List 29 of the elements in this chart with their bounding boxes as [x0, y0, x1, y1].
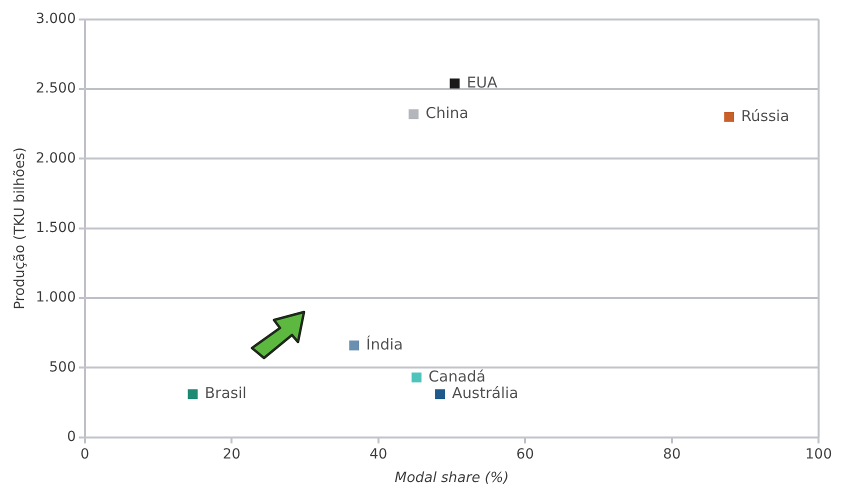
y-tick-label: 2.000 [36, 150, 76, 166]
point [412, 372, 422, 382]
y-tick-label: 1.000 [36, 290, 76, 306]
point [435, 389, 445, 400]
point [188, 389, 198, 400]
x-tick-label: 20 [222, 446, 241, 462]
y-axis-title: Produção (TKU bilhões) [12, 147, 28, 310]
x-tick-label: 80 [662, 446, 681, 462]
x-tick-label: 40 [369, 446, 388, 462]
y-tick-label: 500 [49, 359, 76, 376]
y-tick-label: 2.500 [36, 80, 76, 97]
point [450, 78, 460, 88]
x-tick-label: 0 [80, 446, 90, 462]
y-tick-label: 0 [66, 429, 76, 446]
series-label: Canadá [428, 367, 486, 386]
series-label: Brasil [204, 384, 247, 402]
y-tick-label: 1.500 [36, 220, 76, 236]
x-axis-title: Modal share (%) [394, 470, 509, 486]
point [408, 109, 419, 120]
x-tick-label: 60 [516, 446, 534, 462]
series-label: EUA [466, 73, 498, 92]
x-tick-label: 100 [805, 446, 832, 462]
series-label: Rússia [741, 106, 790, 125]
y-tick-label: 3.000 [36, 11, 76, 28]
series-label: Índia [366, 335, 403, 354]
series-label: China [426, 104, 468, 122]
point [724, 112, 734, 122]
point [349, 340, 360, 350]
series-label: Austrália [452, 384, 518, 402]
